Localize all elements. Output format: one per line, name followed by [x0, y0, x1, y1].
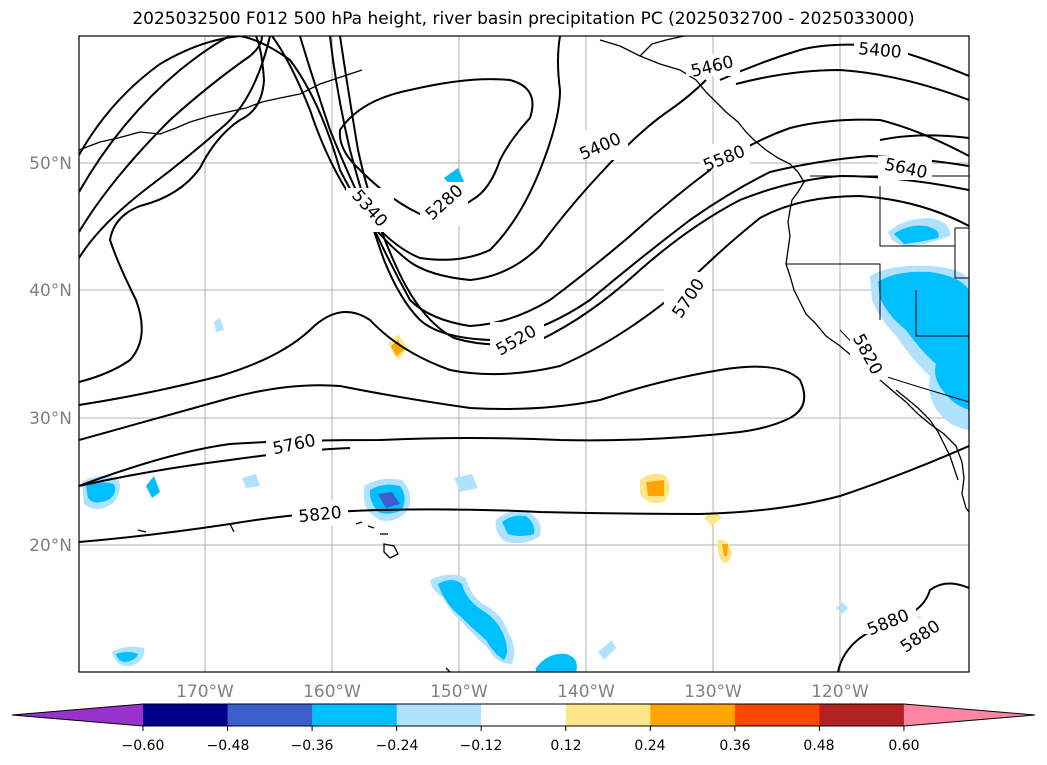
lat-label: 30°N — [29, 409, 72, 429]
colorbar-bin — [143, 704, 229, 726]
colorbar-tick-label: 0.48 — [803, 738, 834, 754]
colorbar-tick-label: −0.48 — [207, 738, 250, 754]
colorbar-ticks: −0.60 −0.48 −0.36 −0.24 −0.12 0.12 0.24 … — [122, 738, 920, 754]
contour-label: 5400 — [857, 39, 902, 63]
colorbar-bin — [734, 704, 820, 726]
contour-label: 5820 — [298, 503, 343, 527]
colorbar-tick-label: −0.12 — [460, 738, 503, 754]
colorbar-tick-label: 0.12 — [550, 738, 581, 754]
colorbar-tick-label: −0.36 — [291, 738, 334, 754]
colorbar-bin — [481, 704, 567, 726]
graticule — [79, 36, 969, 672]
plot-frame — [78, 35, 970, 673]
colorbar-bin — [565, 704, 651, 726]
colorbar-tick-label: 0.36 — [719, 738, 750, 754]
colorbar-bin — [312, 704, 398, 726]
lon-label: 140°W — [557, 682, 615, 702]
lon-label: 160°W — [303, 682, 361, 702]
coastlines — [79, 36, 969, 672]
colorbar-bin — [396, 704, 482, 726]
lon-label: 130°W — [684, 682, 742, 702]
map-title: 2025032500 F012 500 hPa height, river ba… — [132, 9, 915, 29]
colorbar-tick-label: 0.60 — [888, 738, 919, 754]
lat-label: 20°N — [29, 536, 72, 556]
colorbar-bin — [819, 704, 905, 726]
contour-label-backgrounds — [266, 38, 946, 654]
colorbar-extend-min — [12, 704, 143, 726]
colorbar-extend-max — [903, 704, 1035, 726]
lon-label: 150°W — [430, 682, 488, 702]
colorbar-bin — [227, 704, 313, 726]
colorbar-bin — [650, 704, 736, 726]
latitude-labels: 50°N 40°N 30°N 20°N — [29, 154, 72, 556]
colorbar-tick-label: −0.24 — [376, 738, 419, 754]
colorbar — [11, 703, 1036, 731]
lon-label: 170°W — [176, 682, 234, 702]
lat-label: 40°N — [29, 281, 72, 301]
colorbar-tick-label: −0.60 — [122, 738, 165, 754]
lon-label: 120°W — [811, 682, 869, 702]
longitude-labels: 170°W 160°W 150°W 140°W 130°W 120°W — [176, 682, 869, 702]
height-contours — [79, 36, 969, 672]
colorbar-tick-label: 0.24 — [634, 738, 665, 754]
lat-label: 50°N — [29, 154, 72, 174]
